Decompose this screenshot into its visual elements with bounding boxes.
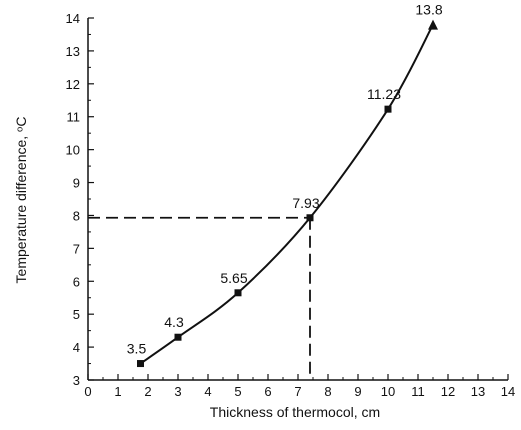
data-series (137, 19, 438, 368)
x-tick-label: 12 (441, 384, 455, 399)
x-tick-label: 6 (264, 384, 271, 399)
data-point-label: 5.65 (220, 270, 247, 286)
y-tick-label: 4 (73, 340, 80, 355)
data-point-marker (174, 333, 182, 341)
y-tick-label: 13 (66, 44, 80, 59)
x-tick-label: 3 (174, 384, 181, 399)
y-tick-label: 10 (66, 143, 80, 158)
y-tick-label: 11 (67, 110, 81, 125)
data-point-marker (306, 214, 314, 222)
data-point-marker (428, 19, 438, 30)
x-tick-label: 8 (324, 384, 331, 399)
y-axis-label: Temperature difference, ᵒC (13, 117, 29, 284)
x-tick-label: 14 (501, 384, 515, 399)
x-tick-label: 2 (144, 384, 151, 399)
x-tick-label: 10 (381, 384, 395, 399)
x-tick-label: 11 (411, 384, 425, 399)
x-tick-label: 4 (204, 384, 211, 399)
y-tick-label: 9 (73, 176, 80, 191)
data-point-label: 4.3 (164, 314, 184, 330)
series-line (139, 24, 434, 365)
reference-lines (88, 216, 311, 380)
y-tick-label: 3 (73, 373, 80, 388)
x-tick-label: 9 (354, 384, 361, 399)
x-tick-label: 13 (471, 384, 485, 399)
axes (87, 17, 509, 381)
data-point-label: 11.23 (367, 86, 401, 102)
data-point-label: 3.5 (127, 341, 147, 357)
data-point-marker (384, 105, 392, 113)
x-tick-label: 7 (294, 384, 301, 399)
x-axis-label: Thickness of thermocol, cm (210, 404, 380, 420)
data-point-label: 13.8 (415, 2, 442, 18)
data-labels: 3.5 4.3 5.65 7.93 11.23 13.8 (127, 2, 443, 357)
y-tick-label: 12 (66, 77, 80, 92)
y-tick-label: 7 (73, 241, 80, 256)
x-tick-label: 5 (234, 384, 241, 399)
data-point-marker (234, 289, 242, 297)
x-tick-label: 0 (84, 384, 91, 399)
data-point-label: 7.93 (292, 195, 319, 211)
data-point-marker (137, 360, 144, 368)
y-tick-label: 8 (73, 208, 80, 223)
y-tick-label: 5 (73, 307, 80, 322)
y-tick-label: 14 (66, 11, 80, 26)
x-tick-label: 1 (114, 384, 121, 399)
y-tick-label: 6 (73, 274, 80, 289)
